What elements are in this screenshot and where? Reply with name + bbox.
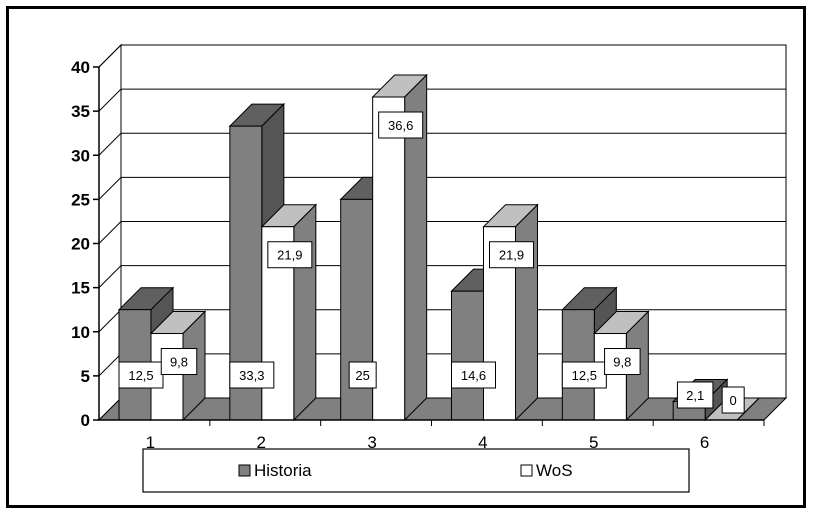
bar-wos-front: [372, 96, 406, 421]
y-tick-label: 40: [71, 58, 90, 77]
legend-swatch-wos: [520, 464, 533, 477]
data-label-wos-text: 21,9: [499, 248, 524, 263]
data-label-wos-box: [160, 348, 198, 376]
data-label-historia-text: 33,3: [239, 368, 264, 383]
legend: Historia WoS: [142, 448, 690, 493]
y-tick-label: 10: [71, 323, 90, 342]
data-label-historia: 2,1: [676, 381, 714, 409]
data-label-wos: 36,6: [378, 111, 424, 139]
data-label-wos-box: [721, 386, 745, 414]
data-label-historia-text: 14,6: [461, 368, 486, 383]
data-label-historia: 14,6: [451, 361, 496, 389]
x-tick-label: 3: [367, 433, 376, 452]
data-label-historia-box: [348, 361, 377, 389]
data-label-historia: 12,5: [561, 361, 607, 389]
data-label-wos-text: 9,8: [613, 355, 631, 370]
chart-frame: 0 5 10 15 20 25 30 35 40 12,5 9,8 33,3 21,9 25 36,6 14…: [6, 6, 806, 508]
data-label-wos-box: [267, 241, 313, 269]
gridline-side: [98, 265, 122, 288]
data-label-wos-text: 36,6: [388, 118, 413, 133]
data-label-wos-box: [489, 241, 534, 269]
data-label-historia-box: [229, 361, 275, 389]
bar-wos-side: [293, 203, 317, 422]
data-label-wos-box: [378, 111, 424, 139]
gridline-side: [98, 88, 122, 112]
x-tick-label: 1: [146, 433, 155, 452]
data-label-historia-box: [561, 361, 607, 389]
data-labels-layer: 12,5 9,8 33,3 21,9 25 36,6 14,6 21,9 12,5 9,8 2,1 0: [118, 111, 745, 414]
x-tick-label: 4: [478, 433, 487, 452]
legend-box: [142, 448, 690, 493]
y-tick-label: 20: [71, 235, 90, 254]
x-axis: 1 2 3 4 5 6: [99, 419, 765, 452]
data-label-historia-box: [676, 381, 714, 409]
gridline-side: [98, 177, 122, 200]
data-label-historia: 25: [348, 361, 377, 389]
data-label-wos: 9,8: [160, 348, 198, 376]
y-tick-label: 0: [81, 411, 90, 430]
data-label-wos: 21,9: [267, 241, 313, 269]
gridline-side: [98, 309, 122, 333]
gridline-side: [98, 132, 122, 156]
x-tick-label: 6: [700, 433, 709, 452]
data-label-historia-text: 2,1: [686, 388, 704, 403]
data-label-wos-text: 0: [730, 393, 737, 408]
legend-swatch-historia: [238, 464, 251, 477]
x-tick-label: 2: [257, 433, 266, 452]
data-label-historia-box: [451, 361, 496, 389]
y-tick-label: 25: [71, 190, 90, 209]
data-label-wos: 0: [721, 386, 745, 414]
data-label-historia-text: 25: [355, 368, 369, 383]
data-label-historia-box: [118, 361, 164, 389]
y-axis: 0 5 10 15 20 25 30 35 40: [71, 58, 100, 430]
gridline-side: [98, 353, 122, 377]
data-label-wos-text: 21,9: [277, 248, 302, 263]
data-label-historia: 12,5: [118, 361, 164, 389]
legend-label-wos: WoS: [536, 461, 573, 480]
data-label-historia: 33,3: [229, 361, 275, 389]
data-label-wos-box: [604, 348, 641, 376]
y-tick-label: 5: [81, 367, 90, 386]
data-label-wos: 21,9: [489, 241, 534, 269]
gridline-side: [98, 44, 122, 68]
data-label-historia-text: 12,5: [572, 368, 597, 383]
legend-label-historia: Historia: [254, 461, 312, 480]
bar-wos: [371, 73, 428, 422]
data-label-wos-text: 9,8: [170, 355, 188, 370]
y-tick-label: 35: [71, 102, 90, 121]
x-tick-label: 5: [589, 433, 598, 452]
bar-wos-side: [515, 203, 538, 422]
gridline-side: [98, 221, 122, 244]
y-tick-label: 30: [71, 146, 90, 165]
y-tick-label: 15: [71, 279, 90, 298]
data-label-wos: 9,8: [604, 348, 641, 376]
bar-historia-front: [451, 290, 484, 421]
data-label-historia-text: 12,5: [128, 368, 153, 383]
